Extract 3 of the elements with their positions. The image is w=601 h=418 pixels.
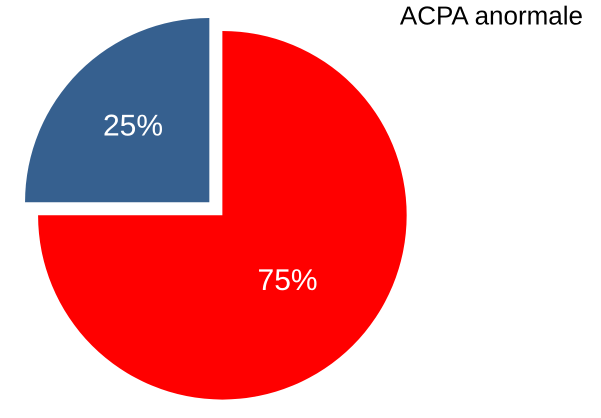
text: ACPA anormale <box>400 0 583 30</box>
data-label: 75% <box>258 264 318 297</box>
data-label: 25% <box>102 109 164 142</box>
